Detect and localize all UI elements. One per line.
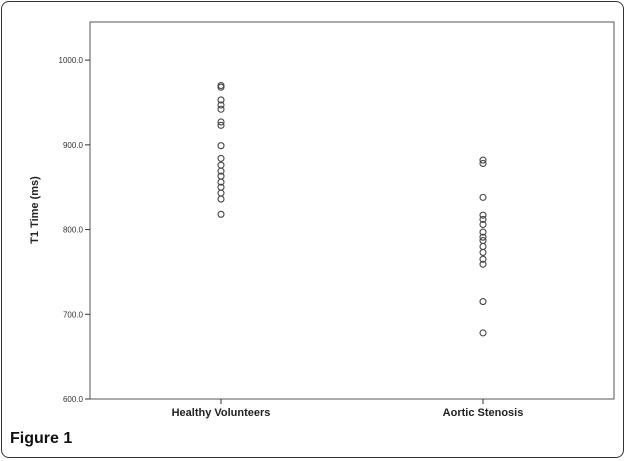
y-tick-label: 600.0 bbox=[63, 395, 84, 404]
x-axis: Healthy Volunteers Aortic Stenosis bbox=[172, 399, 524, 419]
data-point bbox=[217, 83, 225, 91]
data-point bbox=[217, 118, 225, 126]
data-point bbox=[479, 215, 487, 223]
data-point bbox=[479, 260, 487, 268]
data-point bbox=[217, 178, 225, 186]
data-point bbox=[479, 156, 487, 164]
y-tick-label: 900.0 bbox=[63, 141, 84, 150]
data-point bbox=[479, 255, 487, 263]
data-point bbox=[217, 167, 225, 175]
data-point bbox=[217, 96, 225, 104]
y-tick-label: 800.0 bbox=[63, 226, 84, 235]
data-point bbox=[217, 195, 225, 203]
data-point bbox=[479, 193, 487, 201]
y-tick-label: 1000.0 bbox=[59, 56, 84, 65]
y-axis-label: T1 Time (ms) bbox=[29, 176, 41, 244]
data-point bbox=[217, 154, 225, 162]
y-tick-label: 700.0 bbox=[63, 310, 84, 319]
data-point bbox=[217, 105, 225, 113]
data-point bbox=[479, 329, 487, 337]
data-point bbox=[479, 248, 487, 256]
data-point bbox=[479, 159, 487, 168]
x-tick-label: Aortic Stenosis bbox=[443, 407, 524, 419]
data-points bbox=[217, 81, 487, 337]
data-point bbox=[217, 121, 225, 129]
data-point bbox=[217, 101, 225, 109]
data-point bbox=[479, 220, 487, 229]
data-point bbox=[217, 210, 225, 218]
data-point bbox=[479, 228, 487, 236]
data-point bbox=[217, 142, 225, 150]
plot-area bbox=[89, 21, 615, 400]
x-tick-label: Healthy Volunteers bbox=[172, 407, 271, 419]
figure-caption: Figure 1 bbox=[10, 430, 73, 447]
y-axis: 600.0 700.0 800.0 900.0 1000.0 bbox=[59, 56, 90, 404]
data-point bbox=[479, 211, 487, 219]
data-point bbox=[479, 233, 487, 241]
data-point bbox=[479, 298, 487, 306]
